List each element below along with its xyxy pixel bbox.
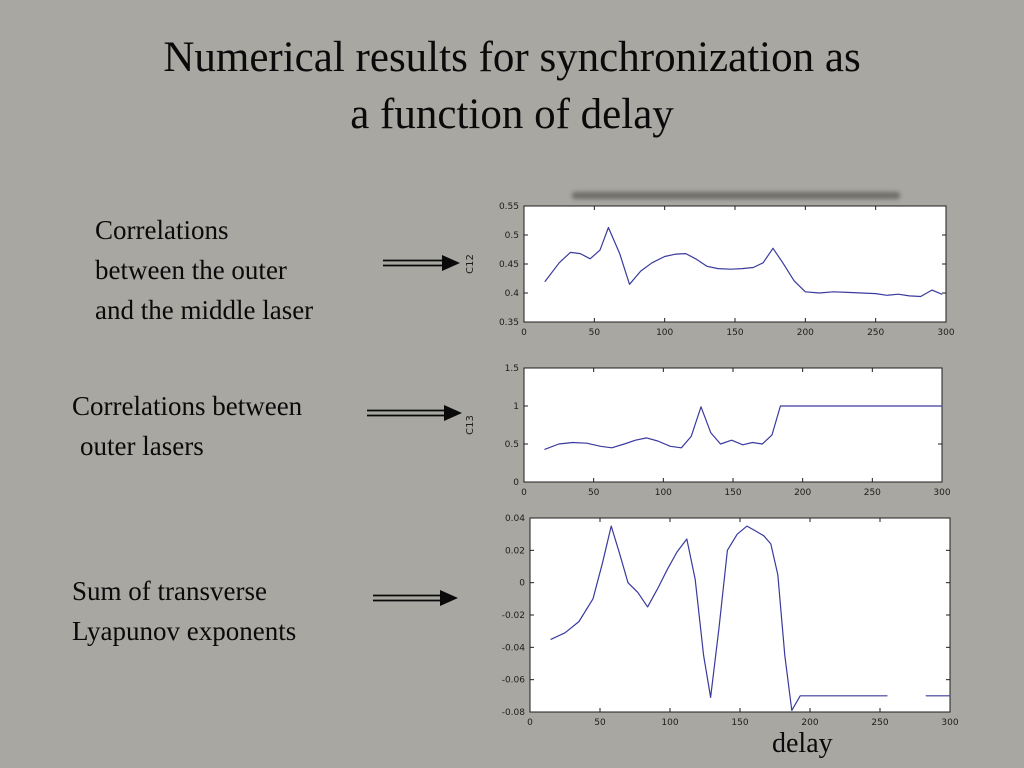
- svg-text:0.02: 0.02: [505, 546, 525, 556]
- annotation-line: between the outer: [95, 255, 287, 285]
- svg-text:0.45: 0.45: [499, 260, 519, 270]
- svg-text:0.55: 0.55: [499, 202, 519, 212]
- svg-text:100: 100: [661, 718, 678, 728]
- chart-lyapunov: 0 50 100 150 200 250 300 -0.08 -0.06 -0.04 -0.02 0 0…: [466, 504, 959, 736]
- annotation-line: Correlations between: [72, 391, 303, 421]
- svg-text:0: 0: [521, 328, 527, 338]
- page-title-line-2: a function of delay: [350, 90, 674, 138]
- chart-svg: 0 50 100 150 200 250 300 0.35 0.4 0.45 0.5 0.55 C12: [465, 202, 955, 338]
- svg-text:0: 0: [527, 718, 533, 728]
- svg-text:0.35: 0.35: [499, 318, 519, 328]
- chart-svg: 0 50 100 150 200 250 300 -0.08 -0.06 -0.04 -0.02 0 0…: [502, 514, 959, 728]
- svg-text:50: 50: [588, 488, 600, 498]
- annotation-line: Lyapunov exponents: [72, 616, 297, 646]
- page-title: Numerical results for synchronization as…: [0, 30, 1024, 144]
- annotation-line: Sum of transverse: [72, 576, 267, 606]
- svg-text:-0.08: -0.08: [502, 708, 526, 718]
- svg-text:300: 300: [941, 718, 958, 728]
- svg-text:150: 150: [726, 328, 743, 338]
- svg-text:100: 100: [655, 488, 672, 498]
- figure-title-smudge: [572, 192, 900, 199]
- svg-text:250: 250: [864, 488, 881, 498]
- svg-text:0.04: 0.04: [505, 514, 525, 524]
- x-axis-label-delay: delay: [772, 728, 833, 759]
- double-arrow-right-icon: [367, 405, 462, 421]
- svg-text:200: 200: [794, 488, 811, 498]
- svg-text:50: 50: [589, 328, 601, 338]
- svg-text:100: 100: [656, 328, 673, 338]
- svg-text:-0.02: -0.02: [502, 611, 525, 621]
- annotation-outer-middle-correlation: Correlations between the outer and the m…: [95, 210, 313, 330]
- svg-text:C13: C13: [465, 415, 476, 435]
- annotation-outer-correlation: Correlations between outer lasers: [72, 386, 302, 466]
- chart-c12: 0 50 100 150 200 250 300 0.35 0.4 0.45 0.5 0.55 C12: [460, 190, 956, 344]
- svg-text:0: 0: [519, 579, 525, 589]
- svg-text:0.5: 0.5: [505, 440, 519, 450]
- svg-text:200: 200: [801, 718, 818, 728]
- chart-c13: 0 50 100 150 200 250 300 0 0.5 1 1.5 C13: [460, 354, 951, 506]
- annotation-line: outer lasers: [80, 431, 204, 461]
- svg-text:150: 150: [724, 488, 741, 498]
- svg-text:250: 250: [867, 328, 884, 338]
- svg-text:0: 0: [521, 488, 527, 498]
- svg-text:-0.04: -0.04: [502, 643, 526, 653]
- double-arrow-right-icon: [383, 255, 460, 271]
- svg-text:0: 0: [513, 478, 519, 488]
- page-title-line-1: Numerical results for synchronization as: [163, 34, 861, 81]
- annotation-lyapunov-sum: Sum of transverse Lyapunov exponents: [72, 571, 296, 651]
- chart-svg: 0 50 100 150 200 250 300 0 0.5 1 1.5 C13: [465, 364, 951, 498]
- svg-text:-0.06: -0.06: [502, 676, 526, 686]
- svg-text:300: 300: [933, 488, 950, 498]
- double-arrow-right-icon: [373, 590, 458, 606]
- svg-text:0.4: 0.4: [505, 289, 520, 299]
- annotation-line: Correlations: [95, 215, 229, 245]
- svg-text:50: 50: [594, 718, 606, 728]
- svg-text:300: 300: [937, 328, 954, 338]
- svg-text:C12: C12: [465, 254, 476, 274]
- annotation-line: and the middle laser: [95, 295, 314, 325]
- svg-text:150: 150: [731, 718, 748, 728]
- svg-text:1: 1: [513, 402, 519, 412]
- svg-text:1.5: 1.5: [505, 364, 519, 374]
- svg-text:200: 200: [797, 328, 814, 338]
- svg-text:0.5: 0.5: [505, 231, 519, 241]
- svg-text:250: 250: [871, 718, 888, 728]
